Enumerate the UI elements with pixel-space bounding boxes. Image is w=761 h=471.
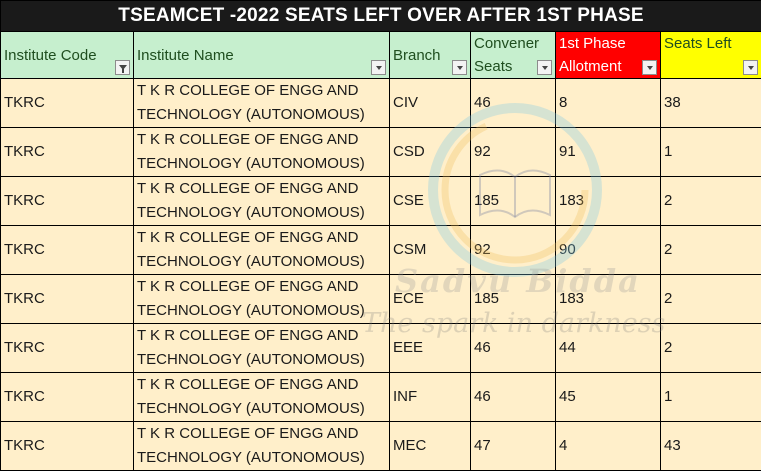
cell-branch: CSE (390, 177, 471, 226)
header-institute-code-label: Institute Code (1, 44, 133, 67)
cell-branch: ECE (390, 275, 471, 324)
cell-seats-left: 38 (661, 79, 761, 128)
cell-allotment: 4 (556, 422, 661, 471)
cell-seats-left: 2 (661, 226, 761, 275)
cell-institute-code: TKRC (1, 226, 134, 275)
cell-seats-left: 1 (661, 373, 761, 422)
cell-allotment: 44 (556, 324, 661, 373)
header-allotment-line2: Allotment (559, 58, 622, 75)
cell-branch: EEE (390, 324, 471, 373)
filter-dropdown-icon[interactable] (371, 60, 386, 75)
cell-allotment: 183 (556, 275, 661, 324)
filter-dropdown-icon[interactable] (537, 60, 552, 75)
title-row: TSEAMCET -2022 SEATS LEFT OVER AFTER 1ST… (1, 1, 761, 32)
header-institute-name: Institute Name (134, 32, 390, 79)
cell-institute-code: TKRC (1, 128, 134, 177)
cell-allotment: 8 (556, 79, 661, 128)
header-allotment-line1: 1st Phase (559, 35, 626, 52)
cell-convener-seats: 47 (471, 422, 556, 471)
header-institute-name-label: Institute Name (134, 44, 389, 67)
header-row: Institute Code Institute Name Branch Con… (1, 32, 761, 79)
cell-branch: CSD (390, 128, 471, 177)
cell-convener-seats: 185 (471, 275, 556, 324)
cell-allotment: 90 (556, 226, 661, 275)
cell-institute-code: TKRC (1, 422, 134, 471)
header-first-phase-allotment: 1st Phase Allotment (556, 32, 661, 79)
cell-seats-left: 2 (661, 324, 761, 373)
cell-institute-code: TKRC (1, 79, 134, 128)
filter-dropdown-icon[interactable] (452, 60, 467, 75)
cell-institute-code: TKRC (1, 177, 134, 226)
cell-convener-seats: 46 (471, 324, 556, 373)
cell-seats-left: 43 (661, 422, 761, 471)
cell-seats-left: 2 (661, 177, 761, 226)
cell-convener-seats: 46 (471, 373, 556, 422)
cell-institute-code: TKRC (1, 324, 134, 373)
sheet-title: TSEAMCET -2022 SEATS LEFT OVER AFTER 1ST… (1, 1, 761, 32)
cell-branch: CSM (390, 226, 471, 275)
cell-allotment: 91 (556, 128, 661, 177)
cell-branch: MEC (390, 422, 471, 471)
cell-convener-seats: 185 (471, 177, 556, 226)
cell-allotment: 45 (556, 373, 661, 422)
filter-active-icon[interactable] (115, 60, 130, 75)
cell-institute-code: TKRC (1, 373, 134, 422)
header-branch: Branch (390, 32, 471, 79)
cell-seats-left: 2 (661, 275, 761, 324)
header-institute-code: Institute Code (1, 32, 134, 79)
header-convener-line1: Convener (474, 35, 539, 52)
cell-convener-seats: 46 (471, 79, 556, 128)
filter-dropdown-icon[interactable] (642, 60, 657, 75)
cell-seats-left: 1 (661, 128, 761, 177)
header-convener-seats: Convener Seats (471, 32, 556, 79)
header-convener-line2: Seats (474, 58, 512, 75)
header-seats-left: Seats Left (661, 32, 761, 79)
cell-branch: INF (390, 373, 471, 422)
cell-institute-code: TKRC (1, 275, 134, 324)
cell-convener-seats: 92 (471, 128, 556, 177)
cell-allotment: 183 (556, 177, 661, 226)
filter-dropdown-icon[interactable] (743, 60, 758, 75)
cell-convener-seats: 92 (471, 226, 556, 275)
cell-branch: CIV (390, 79, 471, 128)
